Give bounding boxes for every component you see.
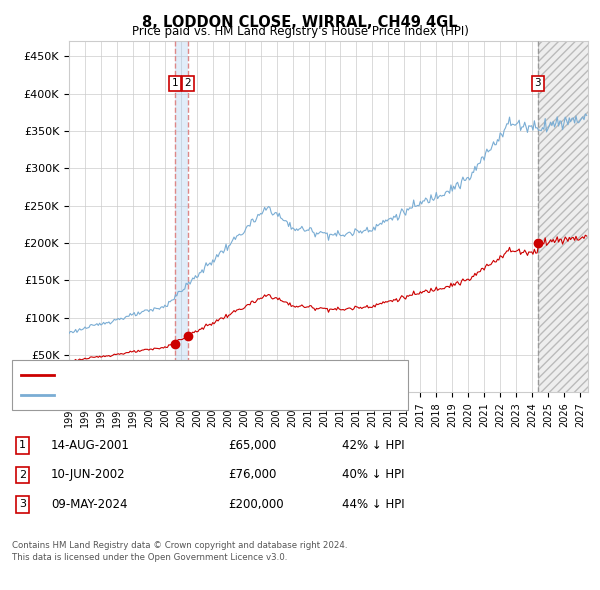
Text: 40% ↓ HPI: 40% ↓ HPI: [342, 468, 404, 481]
Text: 1: 1: [172, 78, 178, 88]
Text: 8, LODDON CLOSE, WIRRAL, CH49 4GL: 8, LODDON CLOSE, WIRRAL, CH49 4GL: [142, 15, 458, 30]
Text: Price paid vs. HM Land Registry's House Price Index (HPI): Price paid vs. HM Land Registry's House …: [131, 25, 469, 38]
Bar: [175, 41, 188, 392]
Text: 09-MAY-2024: 09-MAY-2024: [51, 498, 128, 511]
Text: 10-JUN-2002: 10-JUN-2002: [51, 468, 125, 481]
Text: 3: 3: [535, 78, 541, 88]
Text: £76,000: £76,000: [228, 468, 277, 481]
Text: 3: 3: [19, 500, 26, 509]
Text: 2: 2: [19, 470, 26, 480]
Text: This data is licensed under the Open Government Licence v3.0.: This data is licensed under the Open Gov…: [12, 553, 287, 562]
Bar: [538, 41, 588, 392]
Text: Contains HM Land Registry data © Crown copyright and database right 2024.: Contains HM Land Registry data © Crown c…: [12, 541, 347, 550]
Text: £65,000: £65,000: [228, 439, 276, 452]
Text: £200,000: £200,000: [228, 498, 284, 511]
Text: 44% ↓ HPI: 44% ↓ HPI: [342, 498, 404, 511]
Text: HPI: Average price, detached house, Wirral: HPI: Average price, detached house, Wirr…: [60, 390, 284, 400]
Text: 8, LODDON CLOSE, WIRRAL, CH49 4GL (detached house): 8, LODDON CLOSE, WIRRAL, CH49 4GL (detac…: [60, 370, 356, 380]
Text: 2: 2: [185, 78, 191, 88]
Text: 42% ↓ HPI: 42% ↓ HPI: [342, 439, 404, 452]
Text: 14-AUG-2001: 14-AUG-2001: [51, 439, 130, 452]
Text: 1: 1: [19, 441, 26, 450]
